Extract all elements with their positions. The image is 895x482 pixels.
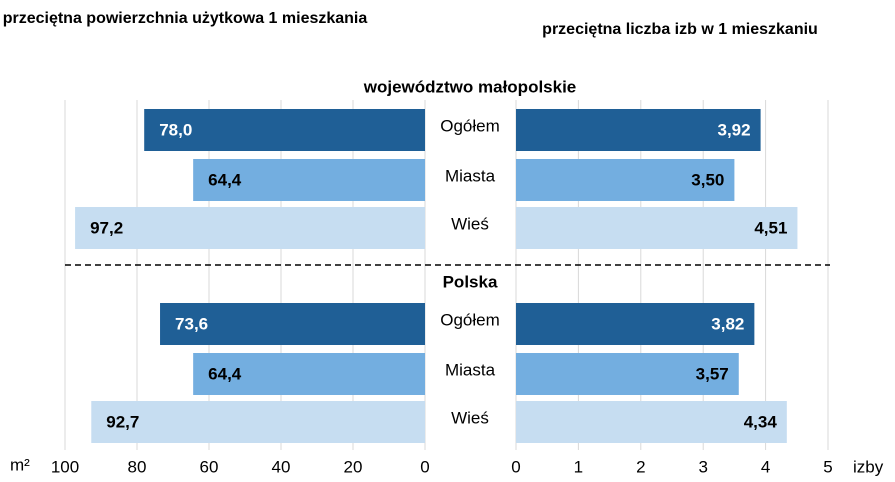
category-label: Ogółem xyxy=(440,310,500,329)
value-label: 3,57 xyxy=(696,364,729,383)
bar xyxy=(516,207,798,249)
bar xyxy=(160,303,426,345)
bar xyxy=(144,109,425,151)
bar xyxy=(193,159,425,201)
category-label: Miasta xyxy=(445,360,496,379)
value-label: 3,82 xyxy=(711,314,744,333)
value-label: 64,4 xyxy=(208,364,242,383)
category-label: Wieś xyxy=(451,408,489,427)
group-label: Polska xyxy=(443,272,498,291)
bar xyxy=(516,109,761,151)
value-label: 3,50 xyxy=(691,170,724,189)
bar xyxy=(75,207,425,249)
bar xyxy=(516,303,755,345)
bar xyxy=(516,401,787,443)
x-tick-label: 3 xyxy=(698,457,707,476)
x-tick-label: 20 xyxy=(344,457,363,476)
x-tick-label: 1 xyxy=(574,457,583,476)
value-label: 97,2 xyxy=(90,218,123,237)
bar xyxy=(193,353,425,395)
value-label: 64,4 xyxy=(208,170,242,189)
category-label: Ogółem xyxy=(440,116,500,135)
bar xyxy=(516,353,739,395)
x-tick-label: 80 xyxy=(128,457,147,476)
value-label: 3,92 xyxy=(718,120,751,139)
value-label: 4,51 xyxy=(754,218,787,237)
bar xyxy=(516,159,735,201)
value-label: 73,6 xyxy=(175,314,208,333)
x-axis-label: m² xyxy=(10,455,30,474)
x-tick-label: 40 xyxy=(272,457,291,476)
x-tick-label: 0 xyxy=(511,457,520,476)
value-label: 92,7 xyxy=(106,412,139,431)
x-tick-label: 60 xyxy=(200,457,219,476)
value-label: 78,0 xyxy=(159,120,192,139)
x-tick-label: 100 xyxy=(51,457,79,476)
group-label: województwo małopolskie xyxy=(363,77,577,96)
category-label: Miasta xyxy=(445,166,496,185)
value-label: 4,34 xyxy=(744,412,778,431)
category-label: Wieś xyxy=(451,214,489,233)
bar xyxy=(91,401,425,443)
x-tick-label: 0 xyxy=(420,457,429,476)
x-tick-label: 4 xyxy=(761,457,770,476)
x-tick-label: 5 xyxy=(823,457,832,476)
x-axis-label: izby xyxy=(853,457,884,476)
right-title: przeciętna liczba izb w 1 mieszkaniu xyxy=(542,21,818,38)
left-title: przeciętna powierzchnia użytkowa 1 miesz… xyxy=(2,10,368,27)
x-tick-label: 2 xyxy=(636,457,645,476)
